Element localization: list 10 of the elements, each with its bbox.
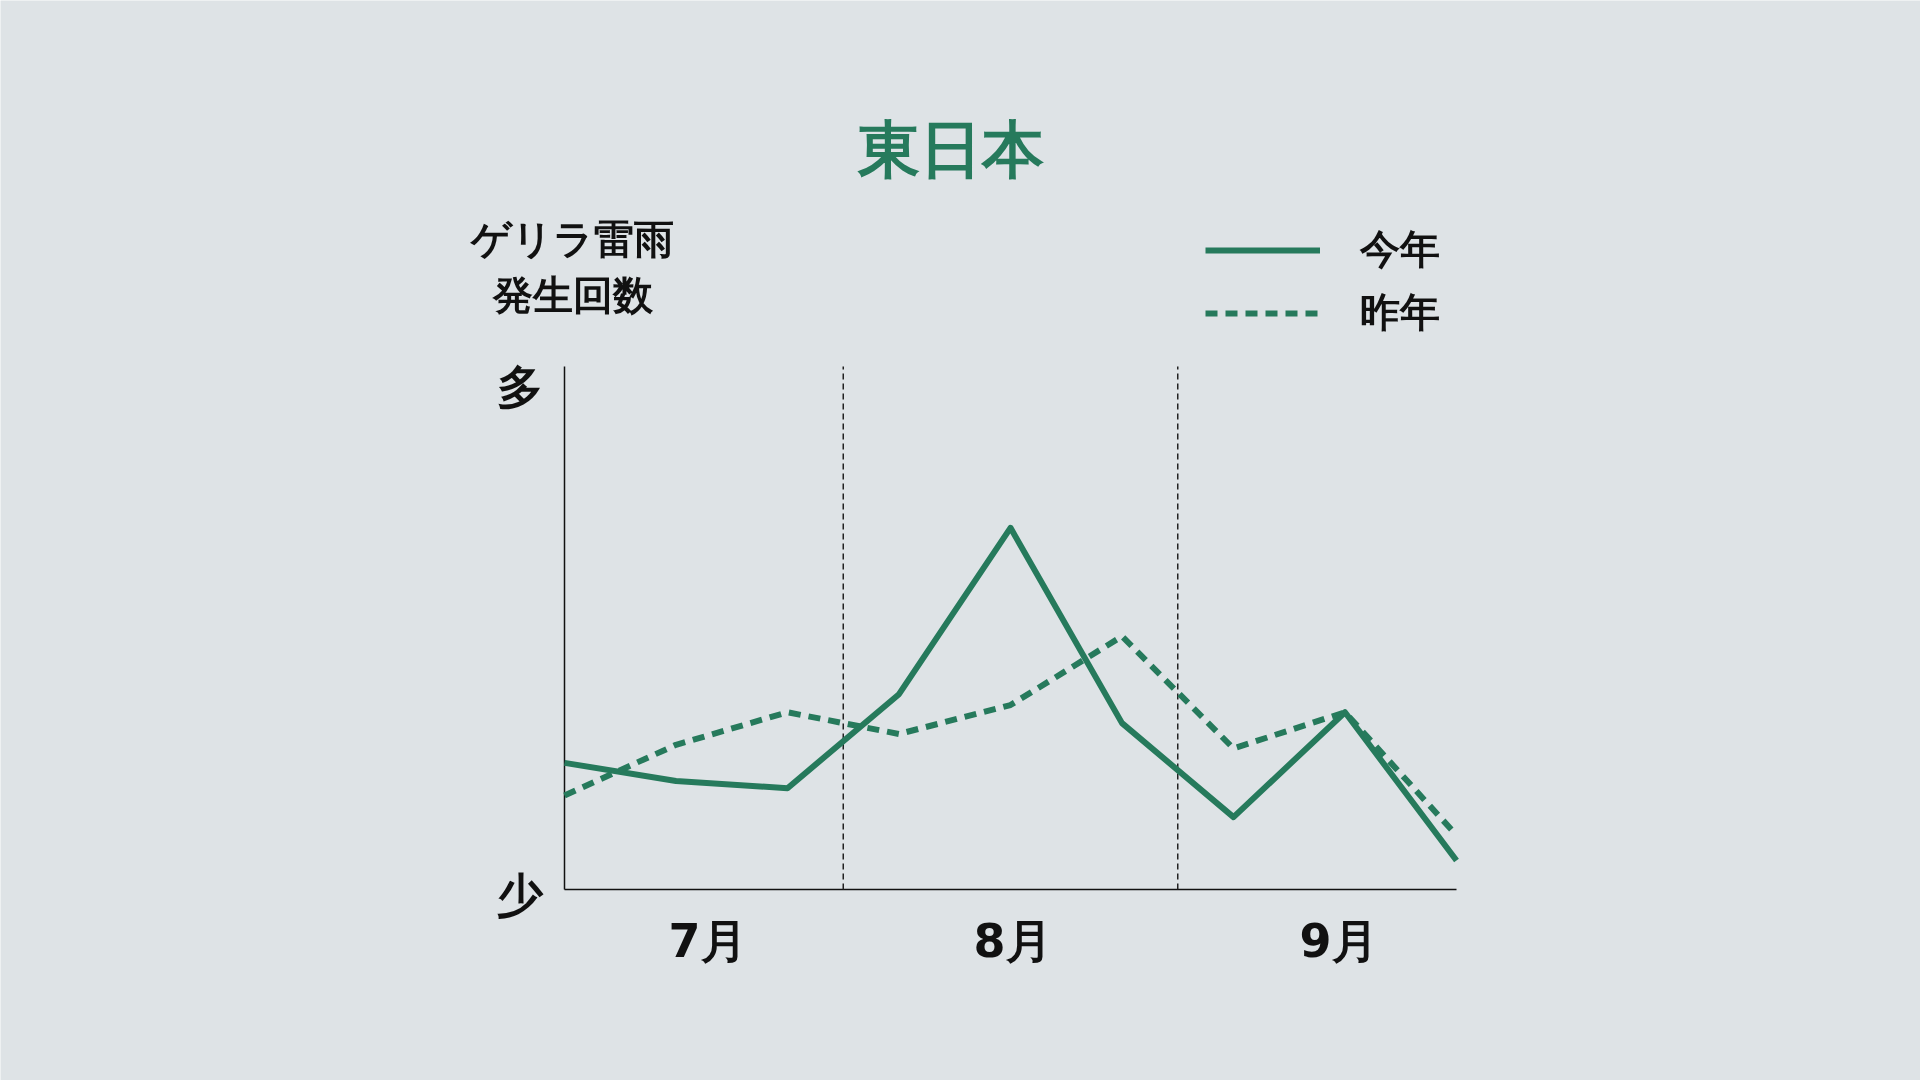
text: ゲリラ雷雨	[469, 215, 674, 262]
legend-label: 今年	[1360, 225, 1440, 274]
text: 7月	[668, 913, 747, 968]
text: 発生回数	[491, 271, 654, 318]
text: 8月	[973, 913, 1052, 968]
text: 9月	[1299, 913, 1378, 968]
text: 少	[496, 867, 544, 922]
chart-title: 東日本	[856, 113, 1044, 186]
text: 多	[496, 359, 543, 414]
legend-label: 昨年	[1360, 288, 1440, 337]
